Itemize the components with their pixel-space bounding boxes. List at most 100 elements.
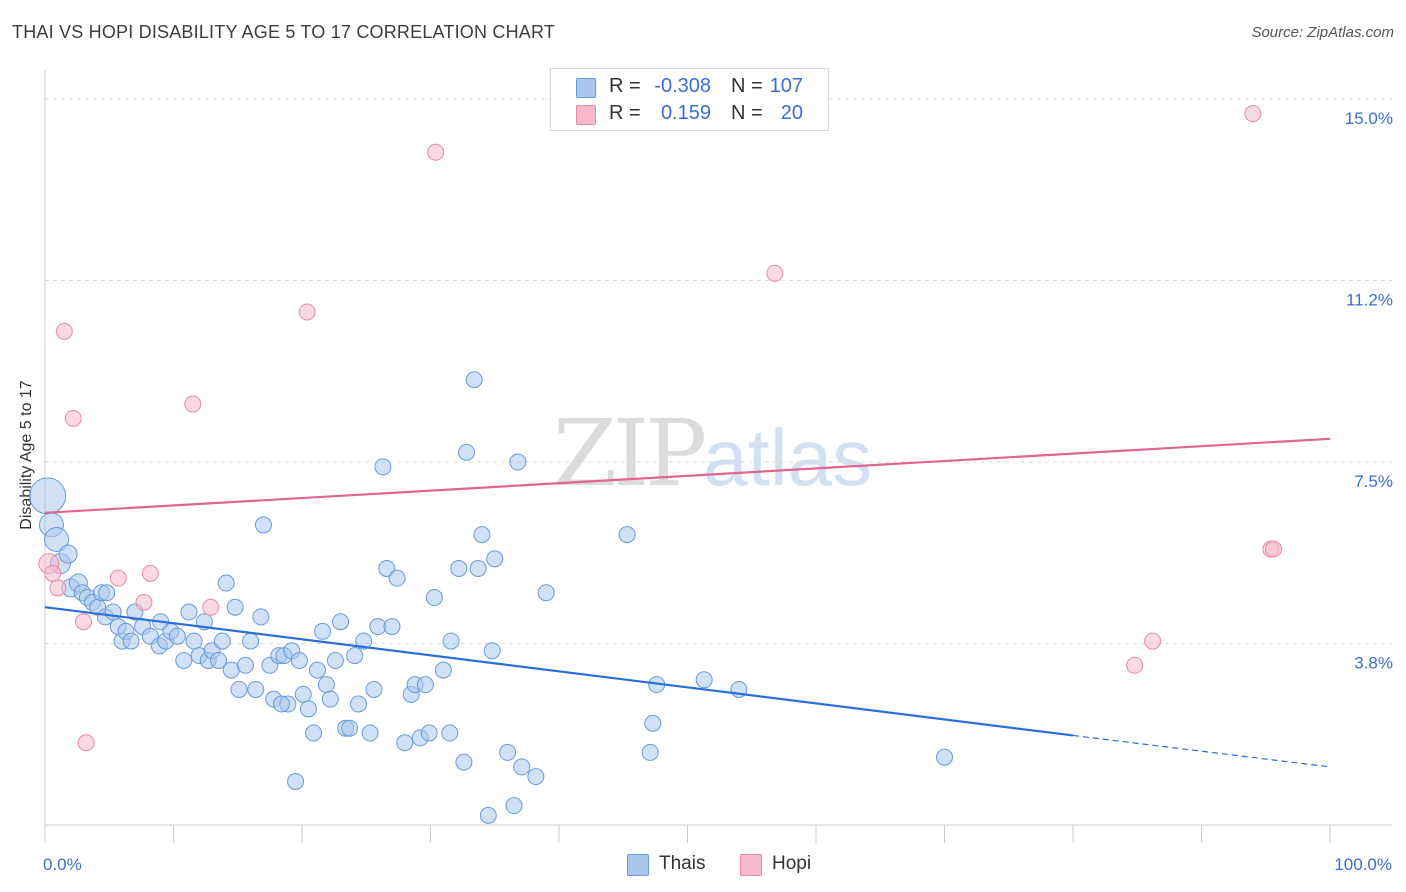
thais-point [644, 714, 662, 732]
thais-legend-label: Thais [659, 853, 706, 874]
thais-point [44, 526, 70, 552]
thais-n-value: 107 [769, 75, 803, 97]
hopi-point [75, 613, 93, 631]
thais-point [374, 458, 392, 476]
correlation-legend: R = -0.308 N = 107 R = 0.159 N = 20 [550, 68, 829, 131]
thais-r-label: R = [609, 75, 641, 97]
thais-point [425, 589, 443, 607]
thais-point [299, 700, 317, 718]
hopi-swatch [576, 105, 596, 125]
thais-point [509, 453, 527, 471]
hopi-point [141, 564, 159, 582]
thais-point [361, 724, 379, 742]
thais-point [332, 613, 350, 631]
thais-trend-line [44, 606, 1074, 737]
thais-point [308, 661, 326, 679]
thais-point [416, 676, 434, 694]
thais-point [217, 574, 235, 592]
thais-point [321, 690, 339, 708]
y-tick-label: 11.2% [1346, 291, 1393, 310]
series-thais [29, 371, 953, 824]
watermark-atlas: atlas [703, 413, 873, 502]
thais-point [305, 724, 323, 742]
hopi-point [298, 303, 316, 321]
thais-point [505, 797, 523, 815]
thais-point [936, 748, 953, 766]
thais-point [252, 608, 270, 626]
thais-point [242, 632, 260, 650]
thais-point [326, 651, 344, 669]
hopi-r-label: R = [609, 102, 641, 124]
thais-point [442, 632, 460, 650]
thais-point [455, 753, 473, 771]
hopi-point [202, 598, 220, 616]
thais-point [254, 516, 272, 534]
thais-point [247, 680, 265, 698]
thais-point [98, 584, 116, 602]
source-label: Source: ZipAtlas.com [1251, 24, 1394, 41]
hopi-point [184, 395, 202, 413]
thais-point [175, 651, 193, 669]
thais-point [168, 627, 186, 645]
thais-point [618, 526, 636, 544]
hopi-legend-swatch [740, 854, 762, 876]
legend-item-thais[interactable]: Thais [627, 852, 717, 876]
hopi-point [44, 564, 62, 582]
thais-point [388, 569, 406, 587]
thais-swatch [576, 78, 596, 98]
hopi-point [1144, 632, 1162, 650]
thais-point [230, 680, 248, 698]
thais-point [122, 632, 140, 650]
thais-point [29, 477, 67, 515]
thais-point [185, 632, 203, 650]
thais-point [479, 806, 497, 824]
hopi-point [109, 569, 127, 587]
thais-point [341, 719, 359, 737]
thais-point [420, 724, 438, 742]
thais-point [58, 544, 78, 564]
x-tick-label: 100.0% [1334, 855, 1392, 874]
hopi-point [1126, 656, 1144, 674]
thais-point [396, 734, 414, 752]
hopi-point [1264, 540, 1282, 558]
hopi-trend-line [44, 437, 1331, 514]
hopi-point [766, 264, 784, 282]
thais-trend-extension [1072, 734, 1331, 768]
thais-point [180, 603, 198, 621]
thais-point [104, 603, 122, 621]
thais-point [355, 632, 373, 650]
thais-point [287, 772, 305, 790]
thais-point [486, 550, 504, 568]
thais-point [695, 671, 713, 689]
thais-point [272, 695, 290, 713]
thais-legend-swatch [627, 854, 649, 876]
legend-row-hopi: R = 0.159 N = 20 [551, 102, 828, 126]
thais-n-label: N = [731, 75, 763, 97]
thais-point [473, 526, 491, 544]
hopi-point [427, 143, 445, 161]
thais-point [294, 685, 312, 703]
hopi-point [77, 734, 95, 752]
thais-point [226, 598, 244, 616]
thais-point [222, 661, 240, 679]
y-tick-label: 15.0% [1345, 109, 1393, 128]
thais-point [434, 661, 452, 679]
thais-point [350, 695, 368, 713]
hopi-point [135, 593, 153, 611]
thais-point [365, 680, 383, 698]
hopi-point [1244, 105, 1262, 123]
hopi-n-label: N = [731, 102, 763, 124]
y-tick-label: 3.8% [1354, 654, 1393, 673]
thais-point [469, 559, 487, 577]
x-tick-label: 0.0% [43, 855, 82, 874]
series-hopi [38, 105, 1282, 752]
hopi-n-value: 20 [780, 102, 803, 124]
thais-point [209, 651, 227, 669]
thais-point [499, 743, 517, 761]
thais-point [314, 622, 332, 640]
thais-point [527, 768, 545, 786]
thais-point [537, 584, 555, 602]
thais-point [346, 647, 364, 665]
legend-item-hopi[interactable]: Hopi [740, 852, 830, 876]
